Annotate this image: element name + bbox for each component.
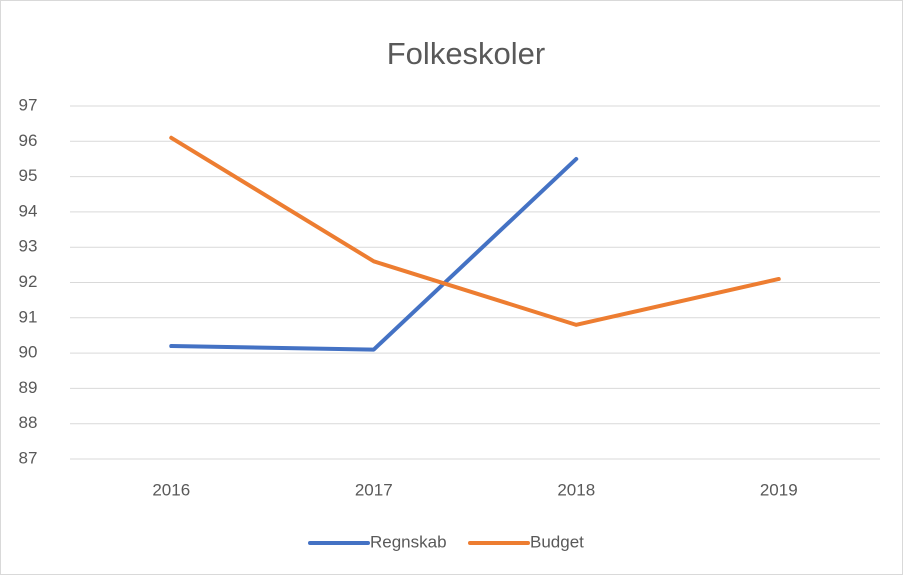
y-tick-label: 93 — [19, 237, 38, 256]
y-tick-label: 88 — [19, 413, 38, 432]
legend-label: Regnskab — [370, 532, 447, 551]
y-tick-label: 95 — [19, 166, 38, 185]
y-tick-label: 87 — [19, 448, 38, 467]
y-tick-label: 90 — [19, 343, 38, 362]
legend-label: Budget — [530, 532, 584, 551]
x-tick-label: 2017 — [355, 480, 393, 499]
y-tick-label: 89 — [19, 378, 38, 397]
x-tick-label: 2018 — [557, 480, 595, 499]
y-tick-label: 92 — [19, 272, 38, 291]
y-tick-label: 96 — [19, 131, 38, 150]
y-tick-label: 94 — [19, 201, 38, 220]
line-series — [169, 135, 781, 327]
chart-title: Folkeskoler — [387, 36, 546, 71]
y-tick-label: 91 — [19, 307, 38, 326]
x-tick-label: 2016 — [152, 480, 190, 499]
x-tick-label: 2019 — [760, 480, 798, 499]
y-tick-label: 97 — [19, 95, 38, 114]
line-series — [169, 156, 579, 352]
